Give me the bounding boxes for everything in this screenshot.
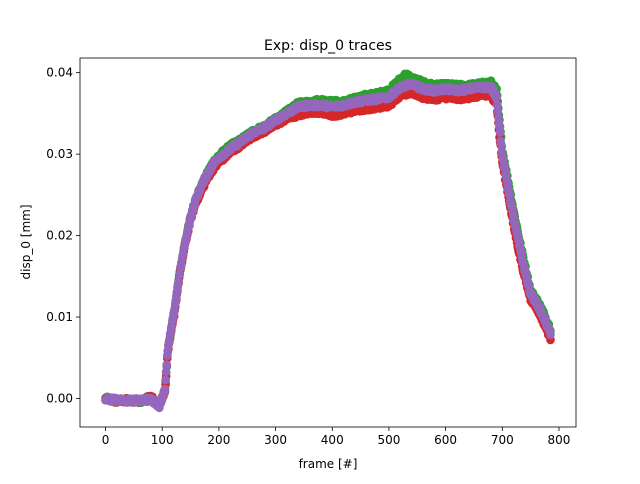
x-axis-label: frame [#] [299,457,358,471]
x-tick-label: 500 [377,433,400,447]
y-tick-label: 0.00 [46,391,73,405]
data-point [160,384,170,394]
data-point [546,330,555,340]
chart-title: Exp: disp_0 traces [264,38,392,54]
data-point [167,322,177,331]
data-point [492,91,501,101]
x-tick-label: 300 [264,433,287,447]
data-point [162,360,172,369]
y-tick-label: 0.03 [46,147,73,161]
data-point [161,367,171,377]
data-point [496,139,506,149]
y-tick-label: 0.04 [46,66,73,80]
data-point [495,128,505,137]
x-tick-label: 700 [491,433,514,447]
x-axis: 0 100 200 300 400 500 600 700 800 [102,427,571,447]
x-tick-label: 200 [207,433,230,447]
data-point [174,277,183,287]
plot-frame [79,57,577,428]
x-tick-label: 400 [321,433,344,447]
y-axis-label: disp_0 [mm] [19,204,33,279]
y-tick-label: 0.02 [46,229,73,243]
y-axis: 0.00 0.01 0.02 0.03 0.04 [46,66,80,405]
data-point [505,189,514,199]
x-tick-label: 0 [102,433,110,447]
x-tick-label: 100 [151,433,174,447]
x-tick-label: 600 [434,433,457,447]
data-point [161,375,170,385]
data-points [101,69,555,413]
data-point [493,106,503,115]
series-3 [101,78,555,413]
x-tick-label: 800 [548,433,571,447]
y-tick-label: 0.01 [46,310,73,324]
